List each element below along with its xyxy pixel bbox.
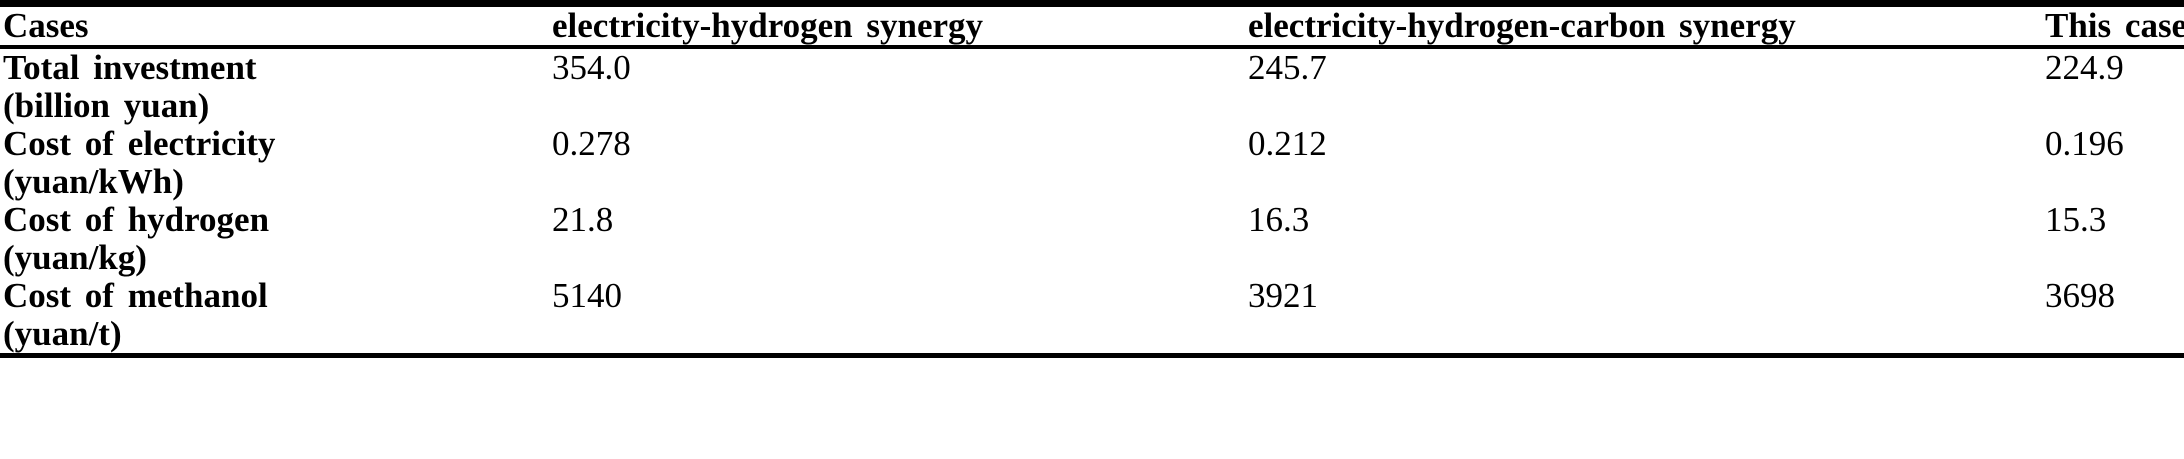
cell-cost-of-hydrogen-ehc-synergy: 16.3	[1248, 200, 1310, 239]
cell-total-investment-ehc-synergy: 245.7	[1248, 48, 1327, 87]
cell-total-investment-eh-synergy: 354.0	[552, 48, 631, 87]
column-header-this-case: This case	[2045, 3, 2184, 49]
row-label-total-investment: Total investment (billion yuan)	[0, 47, 552, 125]
row-label-line1: Cost of methanol	[3, 276, 268, 315]
table-row-cost-of-methanol: Cost of methanol (yuan/t) 5140 3921 3698	[0, 277, 2184, 356]
table-row-cost-of-hydrogen: Cost of hydrogen (yuan/kg) 21.8 16.3 15.…	[0, 201, 2184, 277]
table-row-total-investment: Total investment (billion yuan) 354.0 24…	[0, 47, 2184, 125]
cell-cost-of-methanol-eh-synergy: 5140	[552, 276, 622, 315]
row-label-cost-of-electricity: Cost of electricity (yuan/kWh)	[0, 125, 552, 201]
table-header: Cases electricity-hydrogen synergy elect…	[0, 3, 2184, 49]
column-header-cases: Cases	[0, 3, 552, 49]
cell-cost-of-electricity-ehc-synergy: 0.212	[1248, 124, 1327, 163]
row-label-unit: (yuan/kg)	[3, 238, 147, 277]
cell-cost-of-methanol-ehc-synergy: 3921	[1248, 276, 1318, 315]
row-label-line1: Total investment	[3, 48, 257, 87]
cell-cost-of-hydrogen-eh-synergy: 21.8	[552, 200, 614, 239]
cost-comparison-table: Cases electricity-hydrogen synergy elect…	[0, 0, 2184, 358]
cell-cost-of-electricity-this-case: 0.196	[2045, 124, 2124, 163]
row-label-cost-of-hydrogen: Cost of hydrogen (yuan/kg)	[0, 201, 552, 277]
table-body: Total investment (billion yuan) 354.0 24…	[0, 47, 2184, 356]
table-row-cost-of-electricity: Cost of electricity (yuan/kWh) 0.278 0.2…	[0, 125, 2184, 201]
row-label-line1: Cost of hydrogen	[3, 200, 270, 239]
row-label-unit: (yuan/kWh)	[3, 162, 184, 201]
column-header-electricity-hydrogen-synergy: electricity-hydrogen synergy	[552, 3, 1248, 49]
header-row: Cases electricity-hydrogen synergy elect…	[0, 3, 2184, 49]
cell-cost-of-electricity-eh-synergy: 0.278	[552, 124, 631, 163]
row-label-line1: Cost of electricity	[3, 124, 276, 163]
cell-total-investment-this-case: 224.9	[2045, 48, 2124, 87]
row-label-unit: (billion yuan)	[3, 86, 210, 125]
column-header-electricity-hydrogen-carbon-synergy: electricity-hydrogen-carbon synergy	[1248, 3, 2045, 49]
cell-cost-of-methanol-this-case: 3698	[2045, 276, 2115, 315]
cell-cost-of-hydrogen-this-case: 15.3	[2045, 200, 2107, 239]
row-label-unit: (yuan/t)	[3, 314, 122, 353]
row-label-cost-of-methanol: Cost of methanol (yuan/t)	[0, 277, 552, 356]
